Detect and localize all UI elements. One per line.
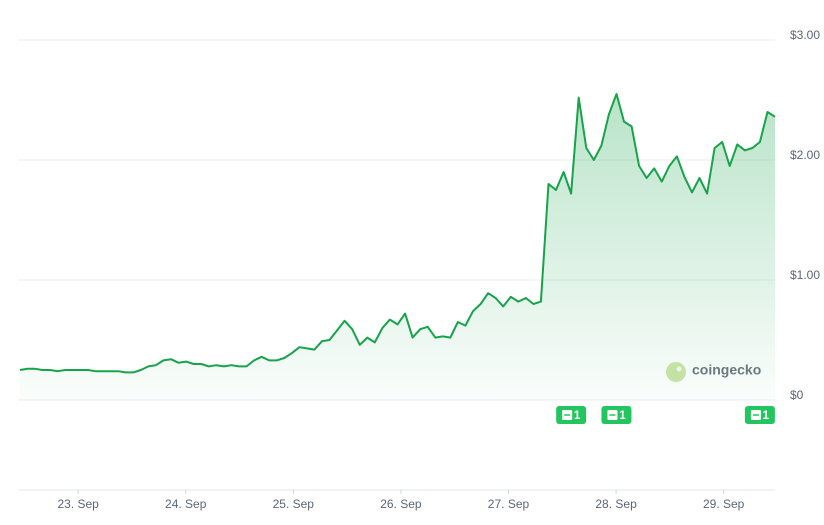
price-area [20,94,775,400]
x-tick-label: 26. Sep [380,497,422,511]
x-tick-label: 28. Sep [595,497,637,511]
x-tick-label: 27. Sep [488,497,530,511]
y-tick-label: $3.00 [790,28,820,42]
event-count: 1 [763,408,770,422]
y-tick-label: $2.00 [790,148,820,162]
event-count: 1 [574,408,581,422]
y-tick-label: $1.00 [790,268,820,282]
y-tick-label: $0 [790,388,804,402]
event-badge: 1 [744,406,775,424]
x-tick-label: 29. Sep [703,497,745,511]
x-tick-label: 25. Sep [273,497,315,511]
event-badge: 1 [601,406,632,424]
event-badge: 1 [556,406,587,424]
x-tick-label: 24. Sep [165,497,207,511]
price-line [19,93,776,374]
event-count: 1 [619,408,626,422]
x-tick-label: 23. Sep [57,497,99,511]
